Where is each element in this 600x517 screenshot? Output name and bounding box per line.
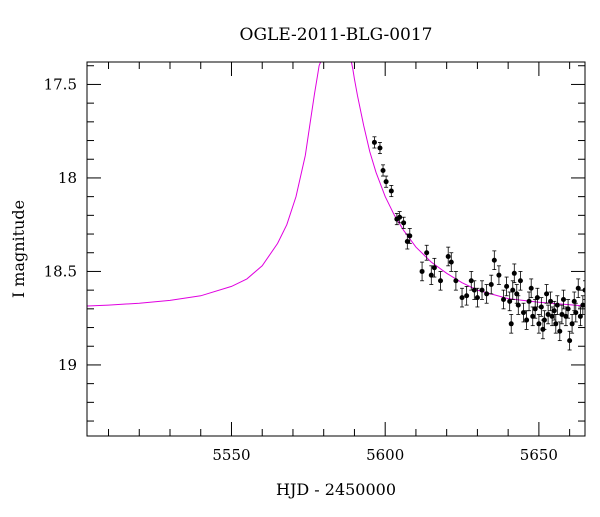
data-point (438, 278, 444, 284)
data-point (424, 250, 430, 256)
data-point (377, 145, 383, 151)
data-point (559, 311, 565, 317)
data-point (567, 338, 573, 344)
data-point (521, 310, 527, 316)
y-tick-label: 17.5 (44, 75, 77, 93)
data-point (551, 308, 557, 314)
x-tick-label: 5600 (366, 446, 404, 464)
data-point (557, 328, 563, 334)
data-point (582, 287, 585, 293)
data-point (549, 313, 555, 319)
data-point (404, 239, 410, 245)
data-point (401, 220, 407, 226)
x-axis-label: HJD - 2450000 (276, 480, 396, 499)
data-point (484, 291, 490, 297)
data-point (468, 278, 474, 284)
data-point (580, 302, 585, 308)
data-point (573, 310, 579, 316)
data-point (577, 313, 583, 319)
data-points-layer (371, 136, 585, 351)
plot-frame (86, 61, 586, 437)
data-point (544, 291, 550, 297)
data-point (517, 278, 523, 284)
data-point (428, 272, 434, 278)
model-curve (87, 62, 322, 307)
data-point (553, 321, 559, 327)
data-point (397, 214, 403, 220)
data-point (560, 296, 566, 302)
data-point (496, 272, 502, 278)
data-point (526, 298, 532, 304)
data-point (536, 321, 542, 327)
data-point (508, 321, 514, 327)
data-point (575, 285, 581, 291)
data-point (548, 298, 554, 304)
data-point (488, 282, 494, 288)
data-point (431, 265, 437, 271)
data-point (448, 259, 454, 265)
data-point (532, 306, 538, 312)
y-tick-label: 18.5 (44, 262, 77, 280)
data-point (571, 298, 577, 304)
axis-ticks: 5550 5600 5650 17.5 18 18.5 19 (44, 62, 585, 464)
data-point (459, 295, 465, 301)
data-point (507, 298, 513, 304)
data-point (563, 313, 569, 319)
data-point (515, 302, 521, 308)
data-point (511, 270, 517, 276)
data-point (510, 287, 516, 293)
data-point (419, 268, 425, 274)
data-point (504, 283, 510, 289)
data-point (464, 293, 470, 299)
x-tick-label: 5650 (520, 446, 558, 464)
y-tick-label: 18 (58, 169, 77, 187)
data-point (380, 167, 386, 173)
data-point (501, 296, 507, 302)
data-point (407, 233, 413, 239)
data-point (565, 306, 571, 312)
data-point (388, 188, 394, 194)
data-point (545, 311, 551, 317)
data-point (445, 253, 451, 259)
chart-title: OGLE-2011-BLG-0017 (240, 25, 433, 45)
data-point (514, 291, 520, 297)
data-point (383, 179, 389, 185)
data-point (474, 295, 480, 301)
data-point (524, 317, 530, 323)
data-point (491, 257, 497, 263)
y-axis-label: I magnitude (9, 200, 28, 298)
data-point (554, 302, 560, 308)
data-point (371, 139, 377, 145)
x-tick-label: 5550 (212, 446, 250, 464)
data-point (528, 285, 534, 291)
data-point (530, 313, 536, 319)
data-point (453, 278, 459, 284)
data-point (569, 321, 575, 327)
data-point (541, 317, 547, 323)
data-point (538, 304, 544, 310)
model-curve-layer (87, 62, 585, 307)
data-point (471, 287, 477, 293)
data-point (534, 295, 540, 301)
data-point (479, 287, 485, 293)
y-tick-label: 19 (58, 356, 77, 374)
